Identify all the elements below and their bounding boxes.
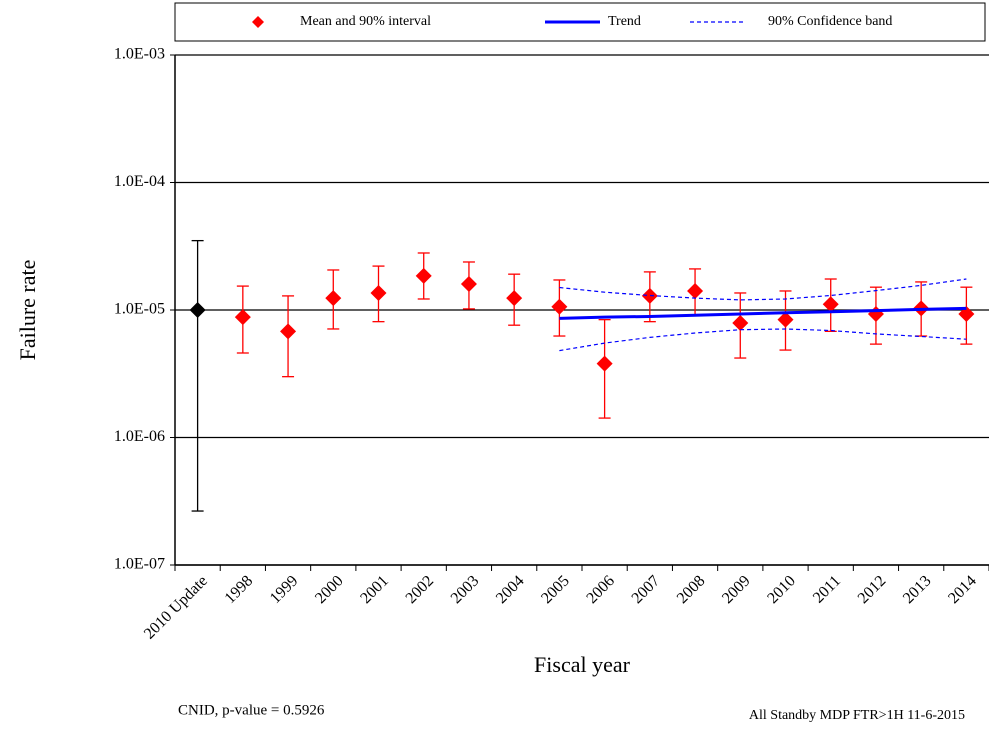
y-tick-label: 1.0E-03 bbox=[114, 46, 165, 63]
x-tick-label: 2001 bbox=[357, 572, 392, 607]
trend-line bbox=[559, 306, 967, 320]
point bbox=[641, 287, 658, 304]
band-line bbox=[559, 278, 967, 301]
x-tick-label: 2010 bbox=[764, 572, 799, 607]
x-tick-label: 1998 bbox=[222, 572, 257, 607]
x-tick-label: 2000 bbox=[312, 572, 347, 607]
x-tick-label: 2009 bbox=[719, 572, 754, 607]
y-tick-label: 1.0E-05 bbox=[114, 301, 165, 318]
point bbox=[687, 282, 704, 299]
x-axis-label: Fiscal year bbox=[534, 652, 631, 677]
point bbox=[822, 296, 839, 313]
x-tick-label: 2010 Update bbox=[141, 572, 211, 642]
x-tick-label: 2007 bbox=[629, 572, 664, 607]
legend-marker bbox=[252, 16, 264, 28]
x-tick-label: 2002 bbox=[402, 572, 437, 607]
x-tick-label: 2003 bbox=[448, 572, 483, 607]
y-tick-label: 1.0E-06 bbox=[114, 428, 165, 445]
annotation: All Standby MDP FTR>1H 11-6-2015 bbox=[749, 708, 965, 723]
point bbox=[867, 306, 884, 323]
legend-box bbox=[174, 2, 986, 42]
y-tick-label: 1.0E-04 bbox=[114, 173, 165, 190]
point bbox=[551, 298, 568, 315]
point bbox=[189, 302, 206, 318]
legend-label: Mean and 90% interval bbox=[300, 14, 431, 29]
legend-label: 90% Confidence band bbox=[768, 14, 892, 29]
y-tick-label: 1.0E-07 bbox=[114, 556, 165, 573]
x-tick-label: 2008 bbox=[674, 572, 709, 607]
point bbox=[234, 309, 251, 326]
point bbox=[325, 290, 342, 307]
point bbox=[460, 275, 477, 292]
legend-label: Trend bbox=[608, 14, 641, 29]
x-tick-label: 1999 bbox=[267, 572, 302, 607]
point bbox=[370, 284, 387, 301]
point bbox=[732, 315, 749, 332]
x-tick-label: 2004 bbox=[493, 572, 528, 607]
x-tick-label: 2013 bbox=[900, 572, 935, 607]
x-tick-label: 2006 bbox=[583, 572, 618, 607]
x-tick-label: 2011 bbox=[810, 572, 844, 606]
band-line bbox=[559, 328, 967, 352]
x-tick-label: 2014 bbox=[945, 572, 980, 607]
x-tick-label: 2005 bbox=[538, 572, 573, 607]
point bbox=[506, 290, 523, 307]
point bbox=[280, 323, 297, 340]
annotation: CNID, p-value = 0.5926 bbox=[178, 702, 325, 718]
x-tick-label: 2012 bbox=[855, 572, 890, 607]
point bbox=[596, 355, 613, 372]
y-axis-label: Failure rate bbox=[15, 260, 40, 361]
point bbox=[958, 306, 975, 323]
point bbox=[415, 267, 432, 284]
point bbox=[777, 311, 794, 328]
